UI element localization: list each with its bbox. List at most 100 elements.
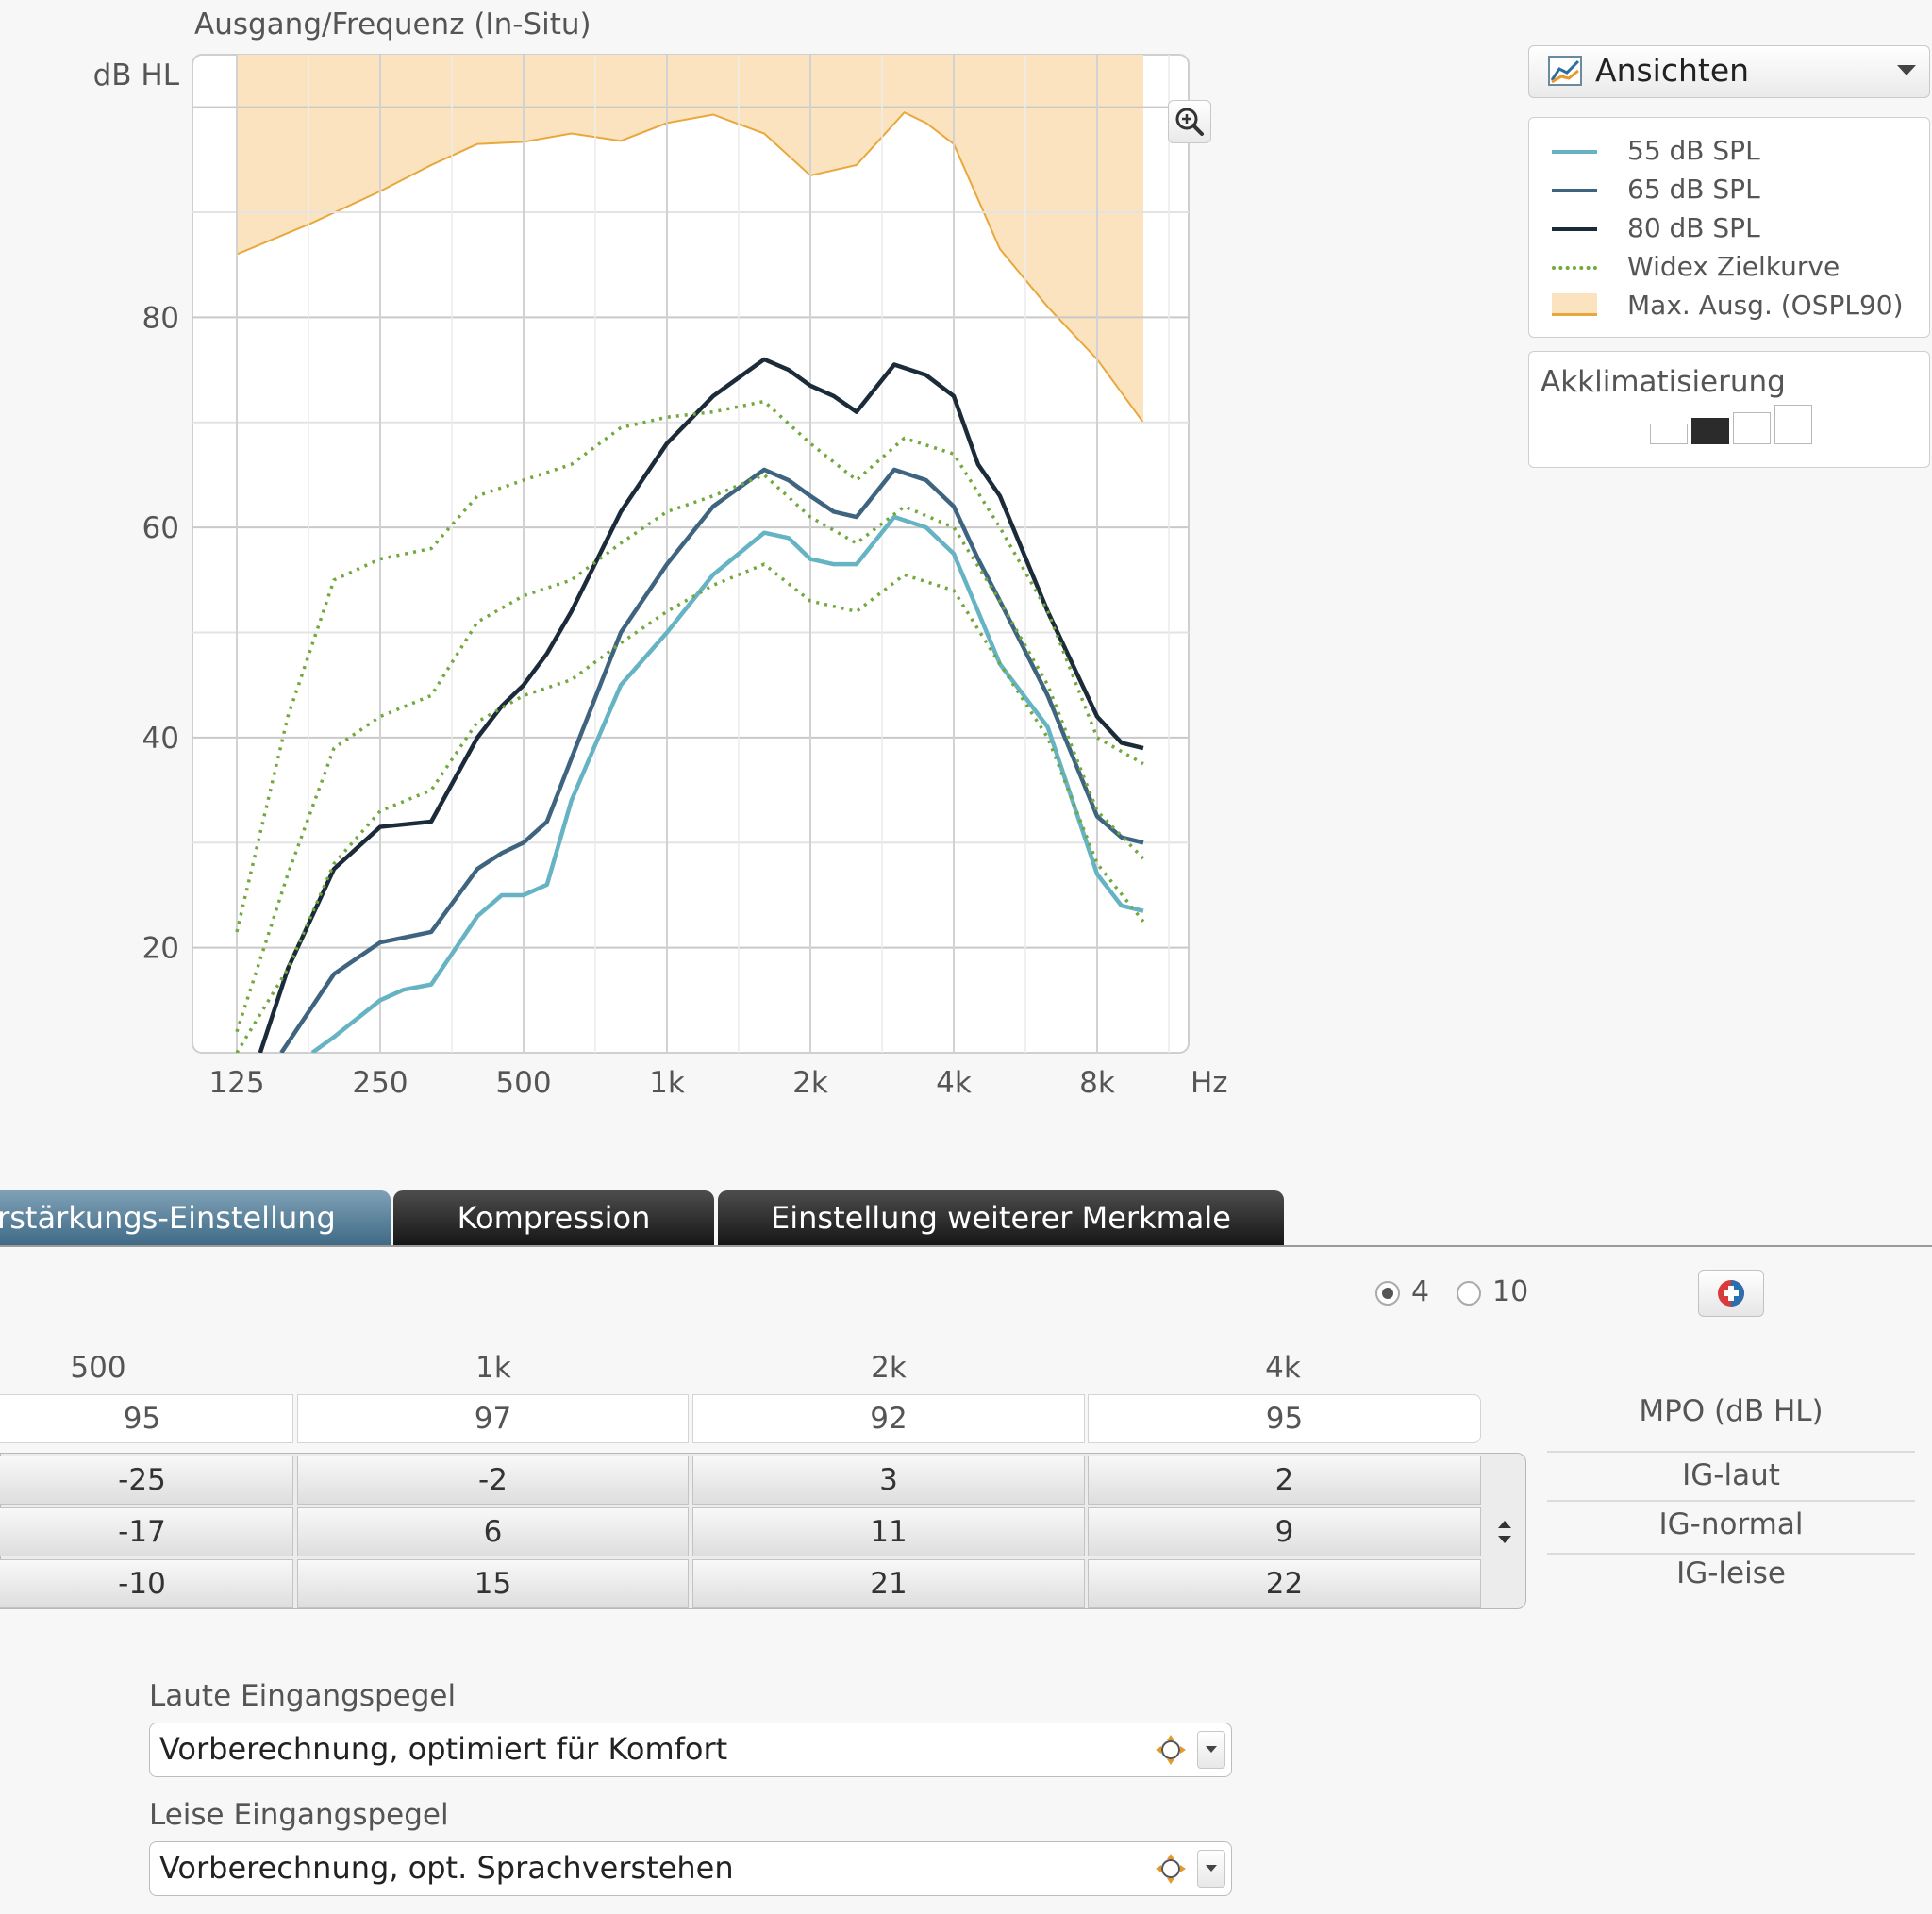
plot-content xyxy=(192,55,1189,1053)
x-tick-label: 500 xyxy=(495,1066,551,1100)
channels-10-radio[interactable] xyxy=(1457,1281,1481,1306)
freq-header-4k: 4k xyxy=(1265,1351,1301,1385)
legend-swatch xyxy=(1552,266,1597,270)
ig-loud-1k[interactable]: -2 xyxy=(297,1456,689,1505)
ig-soft-label: IG-leise xyxy=(1676,1556,1786,1590)
tab-compression[interactable]: Kompression xyxy=(393,1190,714,1245)
acclimatization-step-2[interactable] xyxy=(1691,418,1729,444)
ig-loud-500[interactable]: -25 xyxy=(0,1456,293,1505)
chevron-down-icon xyxy=(1206,1865,1217,1872)
tab-gain-adjustment[interactable]: Verstärkungs-Einstellung xyxy=(0,1190,391,1245)
mpo-cell-1k[interactable]: 97 xyxy=(297,1394,689,1443)
legend-swatch xyxy=(1552,227,1597,231)
channels-4-radio[interactable] xyxy=(1375,1281,1400,1306)
legend-label: 55 dB SPL xyxy=(1627,135,1760,166)
tab-divider xyxy=(0,1245,1932,1247)
legend-label: Max. Ausg. (OSPL90) xyxy=(1627,290,1904,321)
ig-soft-1k[interactable]: 15 xyxy=(297,1559,689,1608)
series-line-0 xyxy=(310,514,1144,1053)
ig-soft-2k[interactable]: 21 xyxy=(692,1559,1085,1608)
channels-4-label: 4 xyxy=(1411,1275,1430,1308)
y-unit-label: dB HL xyxy=(93,58,180,92)
loud-input-value: Vorberechnung, optimiert für Komfort xyxy=(159,1731,728,1767)
tab-label: Verstärkungs-Einstellung xyxy=(0,1200,336,1236)
chart-view-icon xyxy=(1548,56,1582,86)
output-frequency-chart: 20 40 60 80 125 250 500 1k 2k 4k 8k dB HL Hz xyxy=(93,54,1228,1100)
series-line-3 xyxy=(235,399,1144,933)
row-separator xyxy=(1547,1451,1915,1453)
soft-input-value: Vorberechnung, opt. Sprachverstehen xyxy=(159,1850,734,1886)
chart-legend: 55 dB SPL 65 dB SPL 80 dB SPL Widex Ziel… xyxy=(1528,117,1930,338)
soft-input-select[interactable]: Vorberechnung, opt. Sprachverstehen xyxy=(149,1841,1232,1896)
y-tick-label: 60 xyxy=(142,511,179,545)
y-tick-label: 40 xyxy=(142,722,179,756)
ig-normal-500[interactable]: -17 xyxy=(0,1507,293,1556)
legend-item-target: Widex Zielkurve xyxy=(1552,249,1920,287)
legend-swatch xyxy=(1552,150,1597,154)
mpo-cell-500[interactable]: 95 xyxy=(0,1394,293,1443)
ig-loud-2k[interactable]: 3 xyxy=(692,1456,1085,1505)
loud-input-select[interactable]: Vorberechnung, optimiert für Komfort xyxy=(149,1723,1232,1777)
acclimatization-step-4[interactable] xyxy=(1774,405,1812,444)
ig-soft-500[interactable]: -10 xyxy=(0,1559,293,1608)
legend-item-80: 80 dB SPL xyxy=(1552,210,1920,248)
tab-label: Einstellung weiterer Merkmale xyxy=(771,1200,1231,1236)
ig-soft-4k[interactable]: 22 xyxy=(1088,1559,1481,1608)
feedback-button[interactable] xyxy=(1698,1270,1764,1317)
x-tick-label: 1k xyxy=(649,1066,685,1100)
y-tick-label: 20 xyxy=(142,932,179,966)
ig-normal-label: IG-normal xyxy=(1658,1507,1804,1541)
freq-header-2k: 2k xyxy=(871,1351,907,1385)
acclimatization-panel: Akklimatisierung xyxy=(1528,351,1930,468)
reset-crosshair-icon[interactable] xyxy=(1154,1733,1188,1767)
legend-item-65: 65 dB SPL xyxy=(1552,172,1920,209)
chevron-down-icon xyxy=(1897,65,1916,75)
legend-swatch xyxy=(1552,189,1597,192)
x-tick-label: 2k xyxy=(792,1066,828,1100)
acclimatization-title: Akklimatisierung xyxy=(1541,365,1786,399)
ig-normal-1k[interactable]: 6 xyxy=(297,1507,689,1556)
ig-normal-2k[interactable]: 11 xyxy=(692,1507,1085,1556)
legend-label: 80 dB SPL xyxy=(1627,212,1760,243)
loud-input-dropdown-button[interactable] xyxy=(1197,1731,1225,1769)
legend-item-ospl: Max. Ausg. (OSPL90) xyxy=(1552,288,1920,325)
acclimatization-step-3[interactable] xyxy=(1733,412,1771,444)
chart-title: Ausgang/Frequenz (In-Situ) xyxy=(194,8,591,42)
mpo-cell-4k[interactable]: 95 xyxy=(1088,1394,1481,1443)
ig-loud-label: IG-laut xyxy=(1682,1458,1780,1492)
channels-10-label: 10 xyxy=(1492,1275,1529,1308)
x-unit-label: Hz xyxy=(1191,1066,1228,1100)
x-tick-label: 8k xyxy=(1079,1066,1115,1100)
up-down-spinner[interactable] xyxy=(1491,1460,1519,1604)
row-separator xyxy=(1547,1500,1915,1502)
soft-input-label: Leise Eingangspegel xyxy=(149,1798,449,1832)
chevron-down-icon xyxy=(1206,1746,1217,1753)
mpo-row-label: MPO (dB HL) xyxy=(1639,1394,1824,1428)
series-line-2 xyxy=(258,357,1144,1053)
soft-input-dropdown-button[interactable] xyxy=(1197,1850,1225,1888)
legend-item-55: 55 dB SPL xyxy=(1552,133,1920,171)
x-tick-label: 250 xyxy=(352,1066,408,1100)
y-tick-label: 80 xyxy=(142,301,179,335)
feedback-icon xyxy=(1718,1280,1744,1307)
acclimatization-step-1[interactable] xyxy=(1650,424,1688,444)
freq-header-500: 500 xyxy=(70,1351,126,1385)
row-separator xyxy=(1547,1553,1915,1555)
mpo-cell-2k[interactable]: 92 xyxy=(692,1394,1085,1443)
ig-normal-4k[interactable]: 9 xyxy=(1088,1507,1481,1556)
legend-swatch xyxy=(1552,293,1597,316)
ig-loud-4k[interactable]: 2 xyxy=(1088,1456,1481,1505)
legend-label: 65 dB SPL xyxy=(1627,174,1760,205)
reset-crosshair-icon[interactable] xyxy=(1154,1852,1188,1886)
zoom-in-icon xyxy=(1175,108,1204,136)
x-tick-label: 125 xyxy=(208,1066,264,1100)
views-label: Ansichten xyxy=(1595,52,1750,89)
legend-label: Widex Zielkurve xyxy=(1627,251,1840,282)
freq-header-1k: 1k xyxy=(475,1351,511,1385)
zoom-button[interactable] xyxy=(1168,100,1211,143)
views-dropdown[interactable]: Ansichten xyxy=(1528,45,1930,98)
x-tick-label: 4k xyxy=(936,1066,972,1100)
tab-further-features[interactable]: Einstellung weiterer Merkmale xyxy=(718,1190,1284,1245)
ospl90-area xyxy=(237,55,1143,423)
loud-input-label: Laute Eingangspegel xyxy=(149,1679,457,1713)
